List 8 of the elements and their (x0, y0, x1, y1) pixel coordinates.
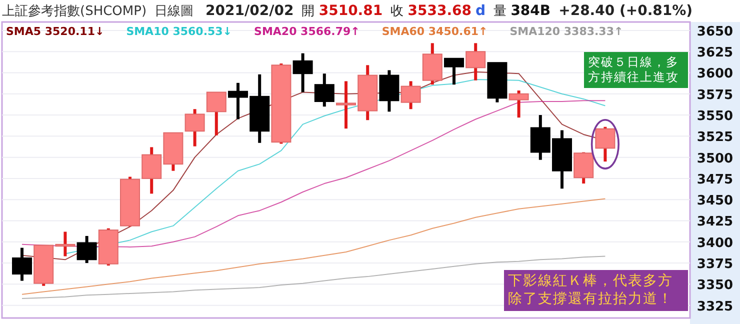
text: d (476, 3, 486, 19)
text: +28.40 (+0.81%) (558, 3, 693, 19)
text: 收 3533.68 (390, 3, 472, 19)
text: 2021/02/02 (206, 3, 294, 19)
chart-title: 上証參考指數(SHCOMP) (2, 3, 147, 20)
text: 開 3510.81 (302, 3, 383, 19)
text: 量 384B (494, 3, 551, 19)
chart-subtitle: 日線圖 (154, 3, 194, 20)
